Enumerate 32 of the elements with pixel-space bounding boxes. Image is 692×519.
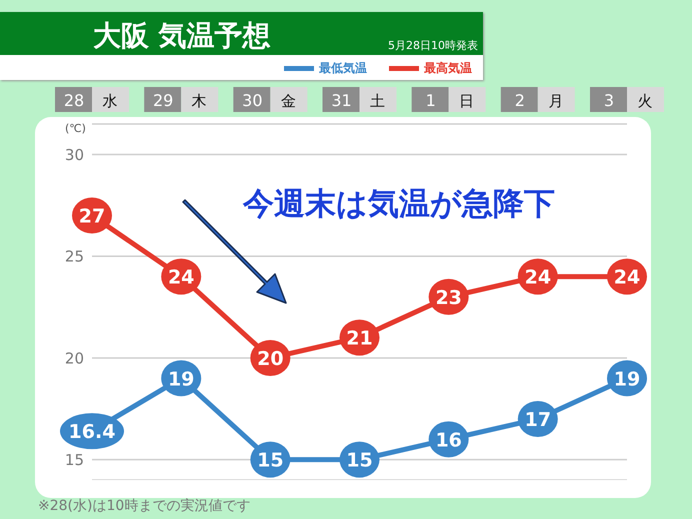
y-axis-title: (℃) bbox=[65, 122, 86, 135]
data-label: 23 bbox=[435, 286, 462, 309]
legend-label: 最高気温 bbox=[424, 60, 472, 77]
x-tick-label: 29 木 bbox=[152, 91, 207, 110]
data-label: 16 bbox=[435, 429, 462, 452]
data-label: 21 bbox=[346, 328, 373, 350]
y-tick-label: 25 bbox=[64, 248, 84, 266]
y-tick-label: 20 bbox=[64, 349, 84, 368]
data-label: 24 bbox=[168, 266, 194, 289]
x-tick-label: 30 金 bbox=[242, 91, 296, 110]
chart-title: 大阪 気温予想 bbox=[93, 18, 271, 54]
category-label: 3 火 bbox=[604, 91, 652, 110]
data-label: 15 bbox=[346, 450, 373, 472]
text: ※28(水)は10時までの実況値です bbox=[38, 497, 250, 515]
data-label: 20 bbox=[257, 348, 284, 370]
data-label: 24 bbox=[614, 266, 640, 289]
legend-label: 最低気温 bbox=[319, 60, 367, 77]
category-label: 1 日 bbox=[426, 91, 474, 110]
y-tick-label: 15 bbox=[64, 450, 84, 469]
chart-subtitle: 5月28日10時発表 bbox=[388, 38, 478, 53]
x-tick-label: 28 水 bbox=[64, 91, 118, 110]
data-label: 27 bbox=[78, 206, 106, 228]
x-tick-label: 31 土 bbox=[331, 91, 385, 110]
data-label: 16.4 bbox=[68, 421, 116, 444]
category-label: 2 月 bbox=[514, 91, 564, 110]
data-label: 15 bbox=[257, 450, 284, 472]
data-label: 19 bbox=[168, 368, 194, 390]
data-label: 24 bbox=[524, 266, 552, 289]
annotation: 今週末は気温が急降下 bbox=[243, 185, 555, 224]
y-tick-label: 30 bbox=[64, 146, 84, 164]
data-label: 17 bbox=[524, 408, 552, 431]
data-label: 19 bbox=[614, 368, 640, 390]
